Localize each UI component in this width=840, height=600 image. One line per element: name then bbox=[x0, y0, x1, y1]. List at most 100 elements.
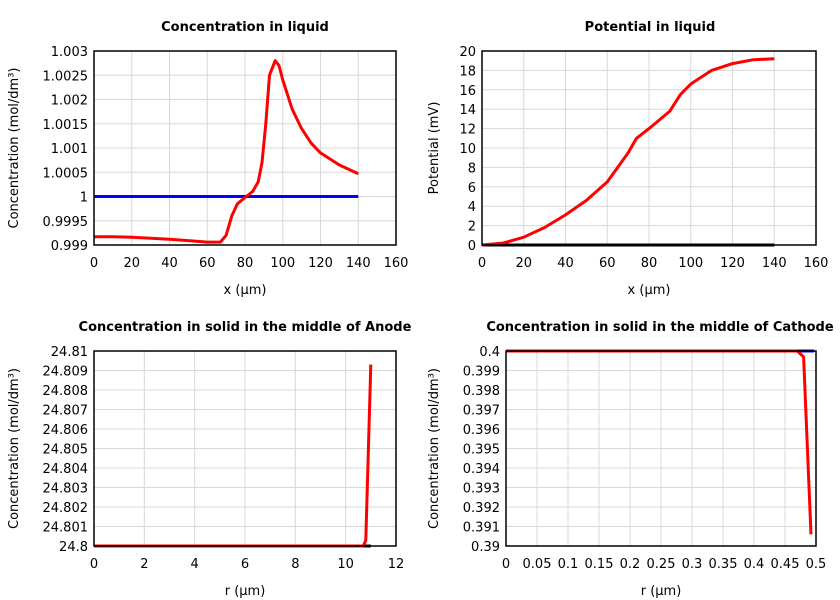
x-tick-label: 0.3 bbox=[682, 557, 703, 572]
y-tick-label: 4 bbox=[468, 200, 476, 215]
y-tick-label: 0.399 bbox=[463, 365, 500, 380]
x-tick-label: 0.25 bbox=[647, 557, 676, 572]
y-tick-label: 24.809 bbox=[43, 365, 89, 380]
x-tick-label: 60 bbox=[599, 256, 616, 271]
y-tick-label: 24.804 bbox=[43, 462, 89, 477]
y-tick-label: 24.807 bbox=[43, 404, 89, 419]
x-axis-label: r (µm) bbox=[225, 584, 266, 599]
subplot-1: Concentration in liquid 0 20 40 60 80 100 120 14… bbox=[7, 20, 408, 298]
y-axis-label: Concentration (mol/dm³) bbox=[7, 368, 22, 529]
x-tick-label: 100 bbox=[678, 256, 703, 271]
x-tick-label: 80 bbox=[237, 256, 254, 271]
y-tick-label: 0.397 bbox=[463, 404, 500, 419]
y-tick-label: 18 bbox=[459, 64, 476, 79]
y-tick-label: 1.002 bbox=[51, 94, 88, 109]
x-axis-label: x (µm) bbox=[224, 283, 267, 298]
y-tick-label: 12 bbox=[459, 123, 476, 138]
y-tick-label: 1.0025 bbox=[43, 69, 89, 84]
x-tick-label: 0.35 bbox=[709, 557, 738, 572]
y-tick-label: 16 bbox=[459, 84, 476, 99]
y-tick-label: 1.0005 bbox=[43, 166, 89, 181]
x-tick-label: 0.2 bbox=[620, 557, 641, 572]
y-axis-label: Concentration (mol/dm³) bbox=[7, 68, 22, 229]
y-tick-label: 0.999 bbox=[51, 239, 88, 254]
x-tick-label: 60 bbox=[199, 256, 216, 271]
y-tick-label: 0 bbox=[468, 239, 476, 254]
y-tick-label: 1.0015 bbox=[43, 118, 89, 133]
y-tick-label: 1.001 bbox=[51, 142, 88, 157]
subplot-3: Concentration in solid in the middle of … bbox=[7, 320, 412, 599]
y-tick-label: 10 bbox=[459, 142, 476, 157]
x-tick-label: 160 bbox=[804, 256, 829, 271]
y-tick-label: 1 bbox=[80, 191, 88, 206]
x-tick-label: 140 bbox=[346, 256, 371, 271]
y-tick-label: 0.395 bbox=[463, 443, 500, 458]
x-tick-label: 12 bbox=[388, 557, 405, 572]
y-tick-label: 1.003 bbox=[51, 45, 88, 60]
series-line-2 bbox=[94, 59, 359, 244]
y-tick-label: 24.806 bbox=[43, 423, 89, 438]
plot-frame bbox=[481, 50, 817, 246]
y-tick-label: 0.396 bbox=[463, 423, 500, 438]
chart-title: Concentration in liquid bbox=[161, 20, 329, 35]
x-tick-label: 0.15 bbox=[585, 557, 614, 572]
x-tick-label: 2 bbox=[140, 557, 148, 572]
x-tick-label: 0 bbox=[90, 557, 98, 572]
x-tick-label: 0.1 bbox=[558, 557, 579, 572]
y-tick-label: 6 bbox=[468, 181, 476, 196]
x-tick-label: 120 bbox=[308, 256, 333, 271]
y-tick-label: 14 bbox=[459, 103, 476, 118]
x-tick-label: 100 bbox=[270, 256, 295, 271]
y-axis-label: Concentration (mol/dm³) bbox=[427, 368, 442, 529]
x-tick-label: 0.45 bbox=[771, 557, 800, 572]
x-tick-label: 160 bbox=[384, 256, 409, 271]
chart-title: Concentration in solid in the middle of … bbox=[79, 320, 412, 335]
x-tick-label: 140 bbox=[762, 256, 787, 271]
y-tick-label: 24.803 bbox=[43, 482, 89, 497]
x-tick-label: 4 bbox=[191, 557, 199, 572]
x-tick-label: 40 bbox=[557, 256, 574, 271]
x-tick-label: 20 bbox=[515, 256, 532, 271]
x-axis-label: r (µm) bbox=[641, 584, 682, 599]
y-tick-label: 24.81 bbox=[51, 345, 88, 360]
x-tick-label: 0.4 bbox=[744, 557, 765, 572]
y-tick-label: 24.808 bbox=[43, 384, 89, 399]
y-tick-label: 0.39 bbox=[471, 540, 500, 555]
plot-frame bbox=[93, 350, 397, 547]
y-tick-label: 2 bbox=[468, 220, 476, 235]
x-axis-label: x (µm) bbox=[628, 283, 671, 298]
y-tick-label: 24.805 bbox=[43, 443, 89, 458]
y-axis-label: Potential (mV) bbox=[427, 102, 442, 195]
x-tick-label: 0 bbox=[478, 256, 486, 271]
series-line-2 bbox=[481, 57, 775, 247]
series-line-2 bbox=[94, 364, 373, 548]
y-tick-label: 0.9995 bbox=[43, 215, 89, 230]
y-tick-label: 0.394 bbox=[463, 462, 500, 477]
plot-frame bbox=[505, 350, 817, 547]
plot-frame bbox=[93, 50, 397, 246]
x-tick-label: 40 bbox=[161, 256, 178, 271]
x-tick-label: 0 bbox=[502, 557, 510, 572]
x-tick-label: 0.5 bbox=[806, 557, 827, 572]
y-tick-label: 0.4 bbox=[479, 345, 500, 360]
subplot-4: Concentration in solid in the middle of … bbox=[427, 320, 834, 599]
x-tick-label: 6 bbox=[241, 557, 249, 572]
y-tick-label: 0.393 bbox=[463, 482, 500, 497]
y-tick-label: 24.8 bbox=[59, 540, 88, 555]
x-tick-label: 8 bbox=[291, 557, 299, 572]
x-tick-label: 80 bbox=[641, 256, 658, 271]
x-tick-label: 0.05 bbox=[523, 557, 552, 572]
x-tick-label: 120 bbox=[720, 256, 745, 271]
x-tick-label: 10 bbox=[337, 557, 354, 572]
chart-title: Concentration in solid in the middle of … bbox=[486, 320, 834, 335]
y-tick-label: 0.391 bbox=[463, 521, 500, 536]
y-tick-label: 0.392 bbox=[463, 501, 500, 516]
y-tick-label: 8 bbox=[468, 161, 476, 176]
y-tick-label: 24.801 bbox=[43, 521, 89, 536]
x-tick-label: 20 bbox=[123, 256, 140, 271]
y-tick-label: 0.398 bbox=[463, 384, 500, 399]
chart-title: Potential in liquid bbox=[585, 20, 716, 35]
x-tick-label: 0 bbox=[90, 256, 98, 271]
